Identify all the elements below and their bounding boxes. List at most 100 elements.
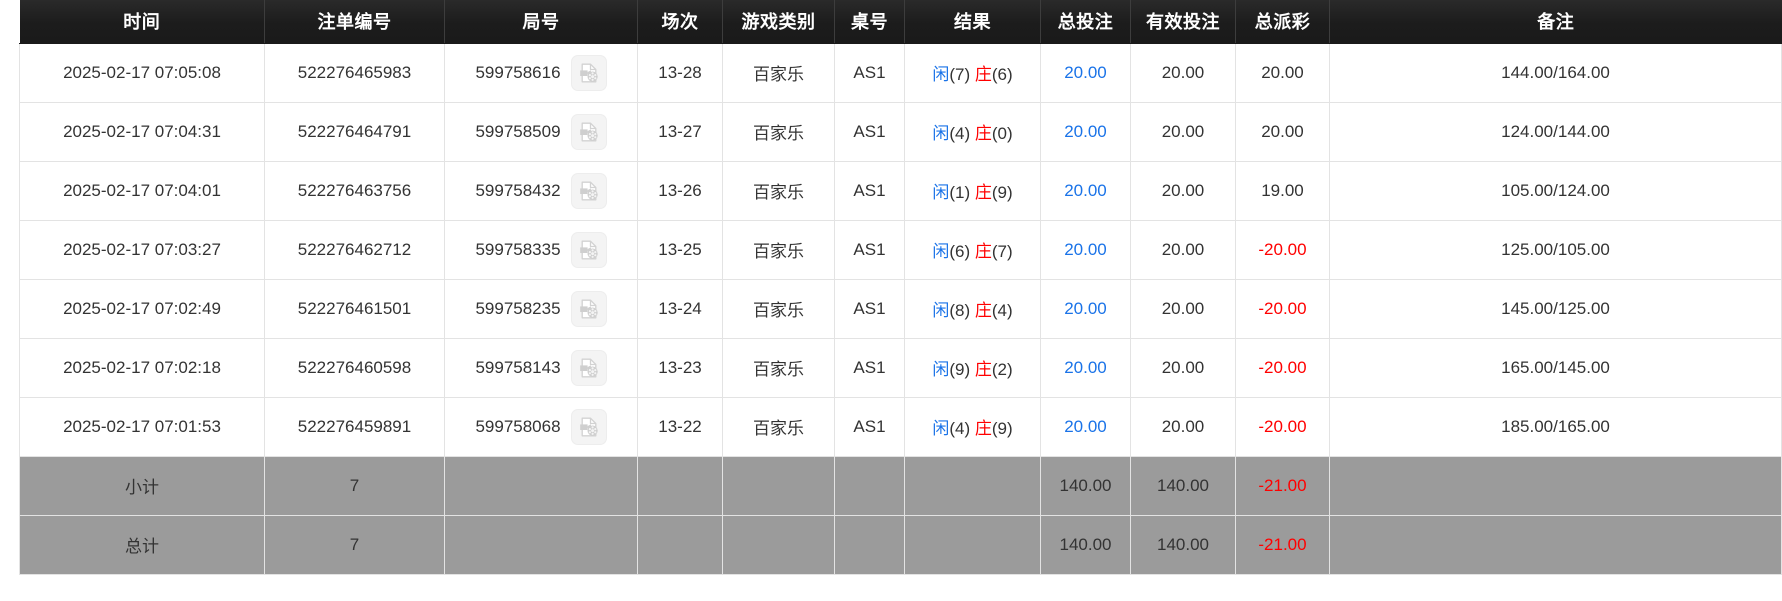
round-no-text: 599758335 <box>475 239 561 259</box>
summary-valid-bet-cell: 140.00 <box>1130 456 1236 516</box>
cell-time: 2025-02-17 07:03:27 <box>19 220 265 280</box>
column-header-table-no[interactable]: 桌号 <box>834 0 905 44</box>
table-row[interactable]: 2025-02-17 07:05:08 522276465983 5997586… <box>19 43 1782 103</box>
column-header-order-no[interactable]: 注单编号 <box>264 0 445 44</box>
shift-text: 13-28 <box>658 62 702 82</box>
result-banker-label: 庄 <box>974 301 992 320</box>
shift-text: 13-22 <box>658 416 702 436</box>
cell-remark: 165.00/145.00 <box>1329 338 1782 398</box>
summary-payout-text: -21.00 <box>1258 475 1307 495</box>
result-player-value: (9) <box>949 360 971 379</box>
video-file-icon[interactable] <box>570 113 607 150</box>
cell-valid-bet: 20.00 <box>1130 279 1236 339</box>
cell-time: 2025-02-17 07:04:31 <box>19 102 265 162</box>
result-player-label: 闲 <box>932 360 950 379</box>
cell-result: 闲(1) 庄(9) <box>904 161 1041 221</box>
payout-text: -20.00 <box>1258 416 1307 436</box>
round-no-text: 599758235 <box>475 298 561 318</box>
valid-bet-text: 20.00 <box>1161 180 1205 200</box>
column-header-result[interactable]: 结果 <box>904 0 1041 44</box>
column-header-round-no[interactable]: 局号 <box>444 0 638 44</box>
cell-round-no: 599758616 <box>444 43 638 103</box>
table-row[interactable]: 2025-02-17 07:03:27 522276462712 5997583… <box>19 220 1782 280</box>
valid-bet-text: 20.00 <box>1161 239 1205 259</box>
game-type-text: 百家乐 <box>753 301 804 320</box>
total-bet-text[interactable]: 20.00 <box>1064 180 1107 200</box>
video-file-icon[interactable] <box>570 349 607 386</box>
video-file-icon[interactable] <box>570 54 607 91</box>
video-file-icon[interactable] <box>570 408 607 445</box>
summary-total-bet-text: 140.00 <box>1059 534 1112 554</box>
total-bet-text[interactable]: 20.00 <box>1064 121 1107 141</box>
table-no-text: AS1 <box>853 357 886 377</box>
cell-remark: 144.00/164.00 <box>1329 43 1782 103</box>
result-banker-value: (7) <box>991 242 1013 261</box>
column-header-payout[interactable]: 总派彩 <box>1235 0 1330 44</box>
remark-text: 145.00/125.00 <box>1501 298 1610 318</box>
table-row[interactable]: 2025-02-17 07:01:53 522276459891 5997580… <box>19 397 1782 457</box>
column-header-remark[interactable]: 备注 <box>1329 0 1782 44</box>
cell-total-bet: 20.00 <box>1040 161 1131 221</box>
total-bet-text[interactable]: 20.00 <box>1064 62 1107 82</box>
column-header-shift[interactable]: 场次 <box>637 0 723 44</box>
summary-count-text: 7 <box>349 475 360 495</box>
valid-bet-text: 20.00 <box>1161 62 1205 82</box>
total-bet-text[interactable]: 20.00 <box>1064 416 1107 436</box>
bet-time-text: 2025-02-17 07:03:27 <box>63 239 221 259</box>
cell-valid-bet: 20.00 <box>1130 220 1236 280</box>
summary-count-text: 7 <box>349 534 360 554</box>
order-no-text: 522276463756 <box>297 180 412 200</box>
total-bet-text[interactable]: 20.00 <box>1064 298 1107 318</box>
total-bet-text[interactable]: 20.00 <box>1064 239 1107 259</box>
column-header-valid-bet[interactable]: 有效投注 <box>1130 0 1236 44</box>
video-file-icon[interactable] <box>570 231 607 268</box>
result-banker-value: (9) <box>991 183 1013 202</box>
cell-order-no: 522276464791 <box>264 102 445 162</box>
cell-round-no: 599758068 <box>444 397 638 457</box>
summary-row: 小计 7 140.00 140.00 -21.00 <box>19 456 1782 516</box>
bet-time-text: 2025-02-17 07:05:08 <box>63 62 221 82</box>
cell-game-type: 百家乐 <box>722 43 835 103</box>
column-header-time[interactable]: 时间 <box>19 0 265 44</box>
cell-payout: -20.00 <box>1235 220 1330 280</box>
total-bet-text[interactable]: 20.00 <box>1064 357 1107 377</box>
cell-valid-bet: 20.00 <box>1130 338 1236 398</box>
table-row[interactable]: 2025-02-17 07:04:31 522276464791 5997585… <box>19 102 1782 162</box>
table-row[interactable]: 2025-02-17 07:02:49 522276461501 5997582… <box>19 279 1782 339</box>
bet-time-text: 2025-02-17 07:04:31 <box>63 121 221 141</box>
column-header-game-type[interactable]: 游戏类别 <box>722 0 835 44</box>
summary-label-text: 总计 <box>125 537 159 556</box>
table-no-text: AS1 <box>853 180 886 200</box>
result-player-label: 闲 <box>932 183 950 202</box>
payout-text: -20.00 <box>1258 298 1307 318</box>
cell-valid-bet: 20.00 <box>1130 161 1236 221</box>
cell-order-no: 522276463756 <box>264 161 445 221</box>
cell-table-no: AS1 <box>834 220 905 280</box>
cell-remark: 125.00/105.00 <box>1329 220 1782 280</box>
video-file-icon[interactable] <box>570 290 607 327</box>
table-row[interactable]: 2025-02-17 07:02:18 522276460598 5997581… <box>19 338 1782 398</box>
table-header: 时间 注单编号 局号 场次 游戏类别 桌号 结果 总投注 有效投注 总派彩 备注 <box>19 0 1782 44</box>
cell-payout: -20.00 <box>1235 338 1330 398</box>
summary-round-cell <box>444 456 638 516</box>
cell-remark: 145.00/125.00 <box>1329 279 1782 339</box>
cell-game-type: 百家乐 <box>722 161 835 221</box>
result-banker-label: 庄 <box>974 183 992 202</box>
cell-result: 闲(6) 庄(7) <box>904 220 1041 280</box>
summary-game-cell <box>722 456 835 516</box>
round-no-text: 599758616 <box>475 62 561 82</box>
video-file-icon[interactable] <box>570 172 607 209</box>
shift-text: 13-24 <box>658 298 702 318</box>
cell-round-no: 599758509 <box>444 102 638 162</box>
shift-text: 13-23 <box>658 357 702 377</box>
cell-game-type: 百家乐 <box>722 397 835 457</box>
cell-table-no: AS1 <box>834 102 905 162</box>
order-no-text: 522276459891 <box>297 416 412 436</box>
cell-round-no: 599758143 <box>444 338 638 398</box>
shift-text: 13-25 <box>658 239 702 259</box>
summary-game-cell <box>722 515 835 575</box>
cell-valid-bet: 20.00 <box>1130 43 1236 103</box>
table-row[interactable]: 2025-02-17 07:04:01 522276463756 5997584… <box>19 161 1782 221</box>
column-header-total-bet[interactable]: 总投注 <box>1040 0 1131 44</box>
